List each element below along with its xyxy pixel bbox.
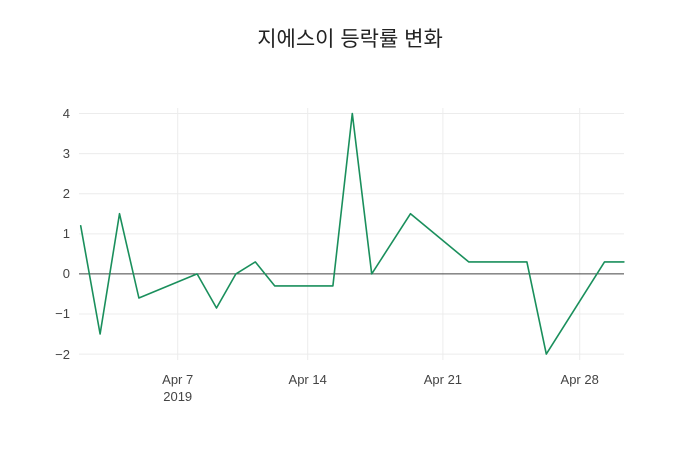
svg-text:Apr 28: Apr 28 [561,372,599,387]
svg-text:−1: −1 [55,306,70,321]
svg-text:4: 4 [63,106,70,121]
svg-text:2: 2 [63,186,70,201]
svg-text:Apr 7: Apr 7 [162,372,193,387]
svg-text:−2: −2 [55,347,70,362]
svg-text:2019: 2019 [163,389,192,404]
svg-text:0: 0 [63,266,70,281]
svg-text:Apr 21: Apr 21 [424,372,462,387]
svg-text:1: 1 [63,226,70,241]
svg-text:Apr 14: Apr 14 [289,372,327,387]
svg-text:3: 3 [63,146,70,161]
